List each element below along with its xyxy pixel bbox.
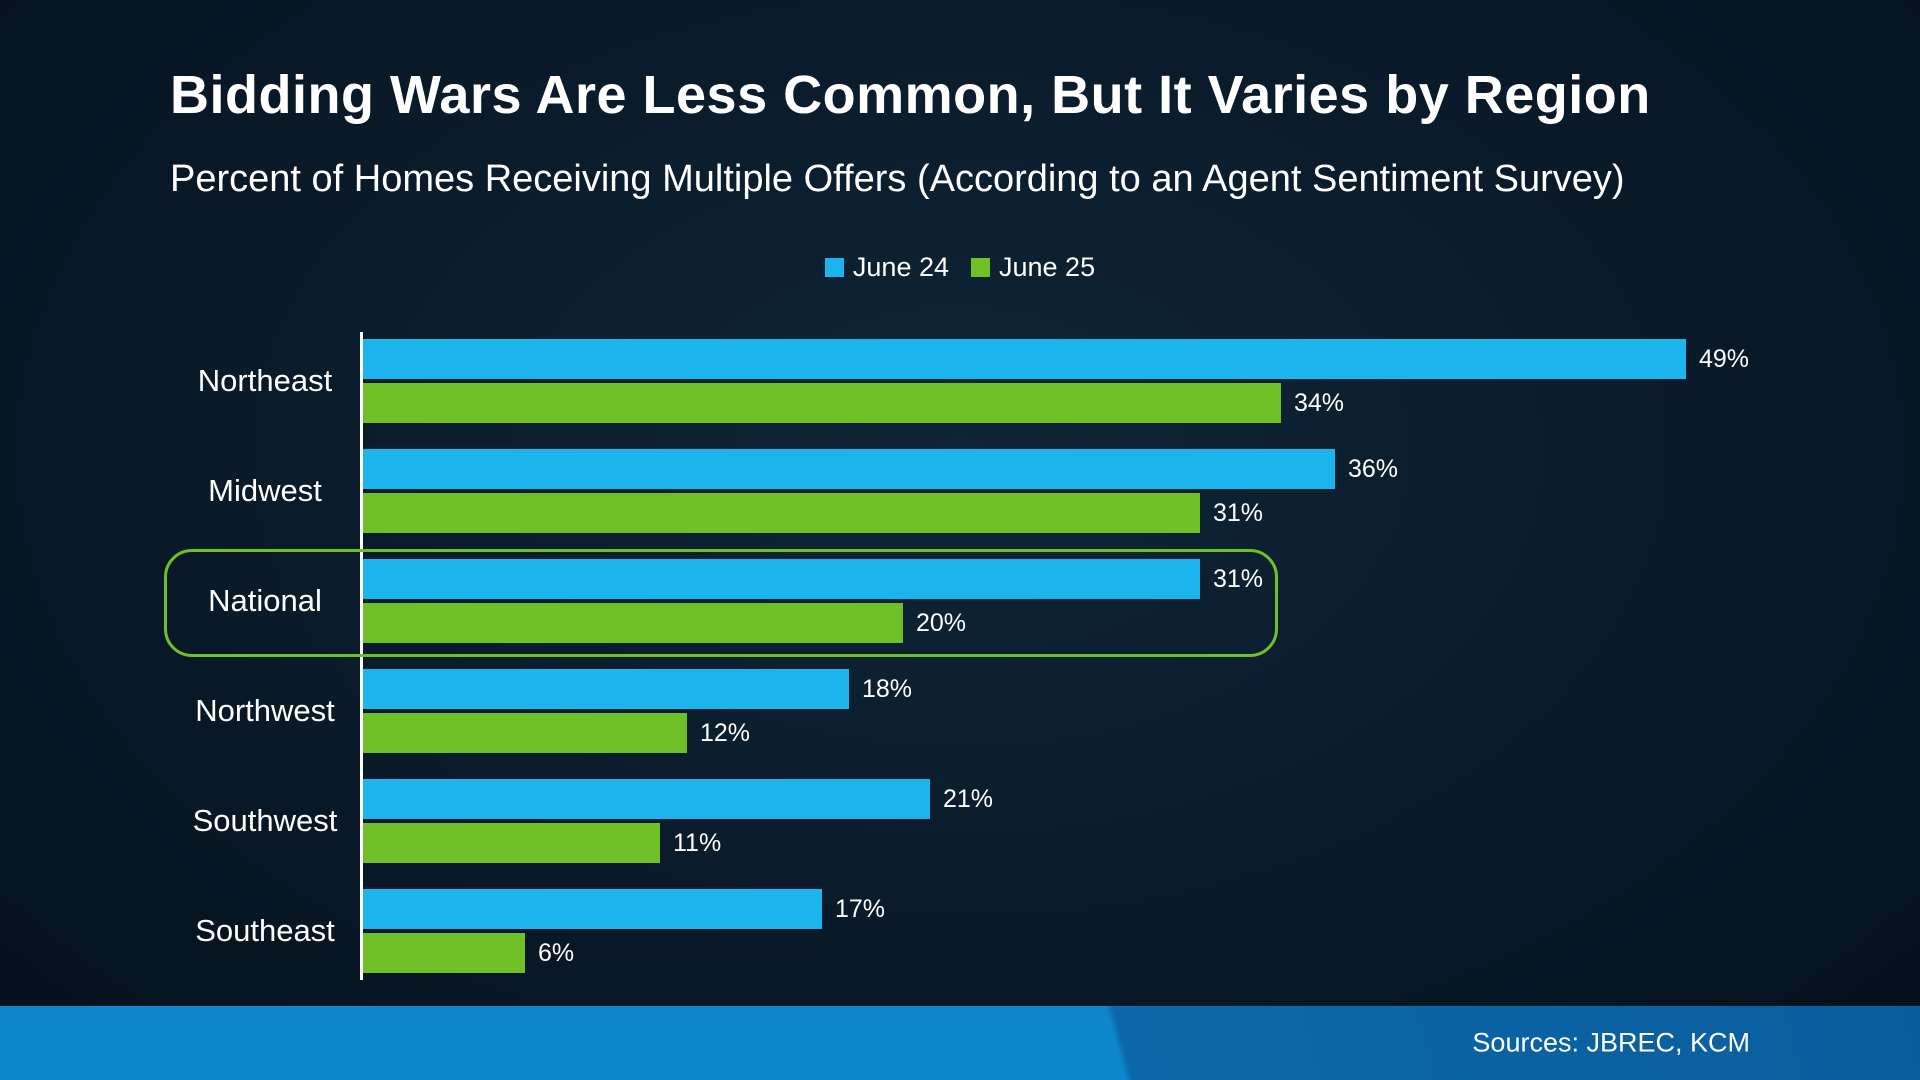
legend-item: June 24 [824, 252, 949, 283]
bar-value-label: 21% [943, 784, 994, 813]
bar-june-25 [363, 493, 1200, 533]
legend-swatch [971, 258, 990, 277]
bar-line: 18% [363, 669, 912, 709]
bar-line: 17% [363, 889, 885, 929]
sources-text: Sources: JBREC, KCM [1472, 1027, 1750, 1058]
chart-row: Southwest 21% 11% [170, 766, 1890, 876]
category-label: National [208, 583, 322, 618]
bar-value-label: 12% [700, 718, 751, 747]
bar-value-label: 31% [1213, 564, 1264, 593]
bar-line: 11% [363, 823, 993, 863]
legend-label: June 25 [999, 252, 1096, 282]
bar-line: 20% [363, 603, 1263, 643]
bar-group: 49% 34% [363, 339, 1749, 423]
bar-value-label: 31% [1213, 498, 1264, 527]
bar-group: 31% 20% [363, 559, 1263, 643]
bar-june-24 [363, 669, 849, 709]
bar-value-label: 36% [1348, 454, 1399, 483]
bar-line: 36% [363, 449, 1398, 489]
bar-june-25 [363, 823, 660, 863]
bar-june-24 [363, 339, 1686, 379]
category-label: Southeast [195, 913, 335, 948]
bar-line: 49% [363, 339, 1749, 379]
bar-group: 18% 12% [363, 669, 912, 753]
bar-june-25 [363, 933, 525, 973]
bar-june-24 [363, 559, 1200, 599]
chart-row: Midwest 36% 31% [170, 436, 1890, 546]
bar-line: 6% [363, 933, 885, 973]
bar-june-24 [363, 889, 822, 929]
bar-line: 31% [363, 493, 1398, 533]
category-label: Southwest [192, 803, 338, 838]
bar-value-label: 20% [916, 608, 967, 637]
category-label: Northeast [197, 363, 333, 398]
bar-june-25 [363, 603, 903, 643]
bar-value-label: 18% [862, 674, 913, 703]
bar-june-24 [363, 449, 1335, 489]
chart-subtitle: Percent of Homes Receiving Multiple Offe… [170, 158, 1625, 200]
bar-june-24 [363, 779, 930, 819]
bar-value-label: 6% [538, 938, 575, 967]
bar-group: 21% 11% [363, 779, 993, 863]
bar-june-25 [363, 713, 687, 753]
bar-line: 21% [363, 779, 993, 819]
chart-row: National 31% 20% [164, 546, 1890, 657]
bar-value-label: 11% [673, 828, 722, 857]
footer-band: Sources: JBREC, KCM [0, 1006, 1920, 1080]
bar-value-label: 17% [835, 894, 886, 923]
chart-row: Northwest 18% 12% [170, 656, 1890, 766]
chart-title: Bidding Wars Are Less Common, But It Var… [170, 65, 1651, 125]
bar-chart: Northeast 49% 34% Midwest 36% 31% National 31% 2… [164, 326, 1890, 986]
category-label: Midwest [208, 473, 322, 508]
y-axis-line [360, 332, 363, 980]
bar-line: 34% [363, 383, 1749, 423]
chart-row: Northeast 49% 34% [170, 326, 1890, 436]
chart-row: Southeast 17% 6% [170, 876, 1890, 986]
legend-item: June 25 [971, 252, 1095, 283]
bar-value-label: 49% [1699, 344, 1750, 373]
bar-june-25 [363, 383, 1281, 423]
legend: June 24 June 25 [0, 252, 1920, 283]
category-label: Northwest [195, 693, 335, 728]
bar-line: 31% [363, 559, 1263, 599]
bar-group: 17% 6% [363, 889, 885, 973]
bar-group: 36% 31% [363, 449, 1398, 533]
legend-swatch [824, 258, 844, 277]
bar-line: 12% [363, 713, 912, 753]
legend-label: June 24 [852, 252, 949, 282]
bar-value-label: 34% [1294, 388, 1345, 417]
